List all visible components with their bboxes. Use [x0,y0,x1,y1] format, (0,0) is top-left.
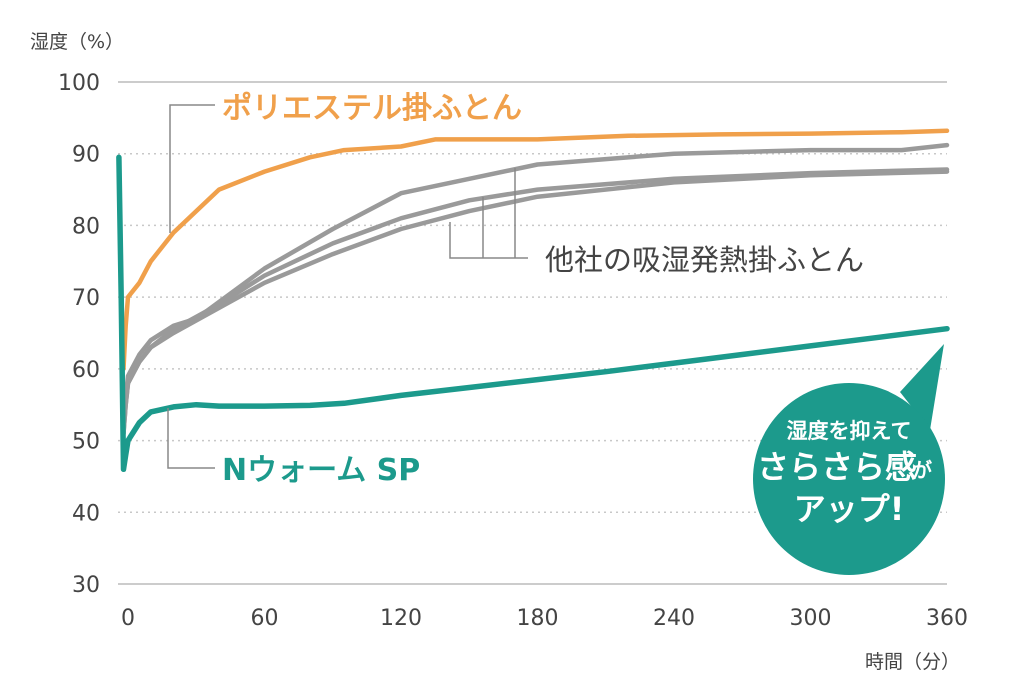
series-lines [116,128,950,473]
callout-bubble-circle [753,383,945,575]
polyester-label: ポリエステル掛ふとん [222,91,522,126]
y-tick-label: 30 [72,573,100,598]
x-tick-label: 0 [121,606,135,631]
x-tick-label: 360 [926,606,968,631]
callout-line-2: さらさら感 [757,448,917,486]
callout-bubble: 湿度を抑えて さらさら感 が アップ! [753,344,945,575]
competitor-label: 他社の吸湿発熱掛ふとん [545,243,864,277]
x-tick-label: 60 [251,606,279,631]
series-line-4 [116,154,950,473]
x-tick-label: 120 [380,606,422,631]
y-tick-labels: 30 40 50 60 70 80 90 100 [58,71,100,598]
x-tick-label: 180 [517,606,559,631]
x-tick-label: 240 [653,606,695,631]
y-tick-label: 100 [58,71,100,96]
y-tick-label: 60 [72,358,100,383]
competitor-bracket-line [449,168,528,259]
x-axis-title: 時間（分） [865,651,960,673]
y-tick-label: 50 [72,430,100,455]
callout-bubble-tail [900,344,944,430]
x-tick-label: 300 [790,606,832,631]
y-tick-label: 70 [72,286,100,311]
y-axis-title: 湿度（%） [30,31,124,53]
nwarm-leader-line [167,408,215,469]
polyester-leader-line [169,104,215,233]
y-tick-label: 80 [72,214,100,239]
x-tick-labels: 0 60 120 180 240 300 360 [121,606,968,631]
callout-line-2-suffix: が [912,458,932,482]
series-line-0 [121,128,950,372]
nwarm-label: Nウォーム SP [222,453,420,488]
callout-line-1: 湿度を抑えて [787,419,912,443]
callout-line-3: アップ! [794,490,905,528]
series-line-3 [121,169,950,436]
gridlines [118,81,947,585]
y-tick-label: 90 [72,143,100,168]
series-line-1 [121,142,950,429]
y-tick-label: 40 [72,501,100,526]
